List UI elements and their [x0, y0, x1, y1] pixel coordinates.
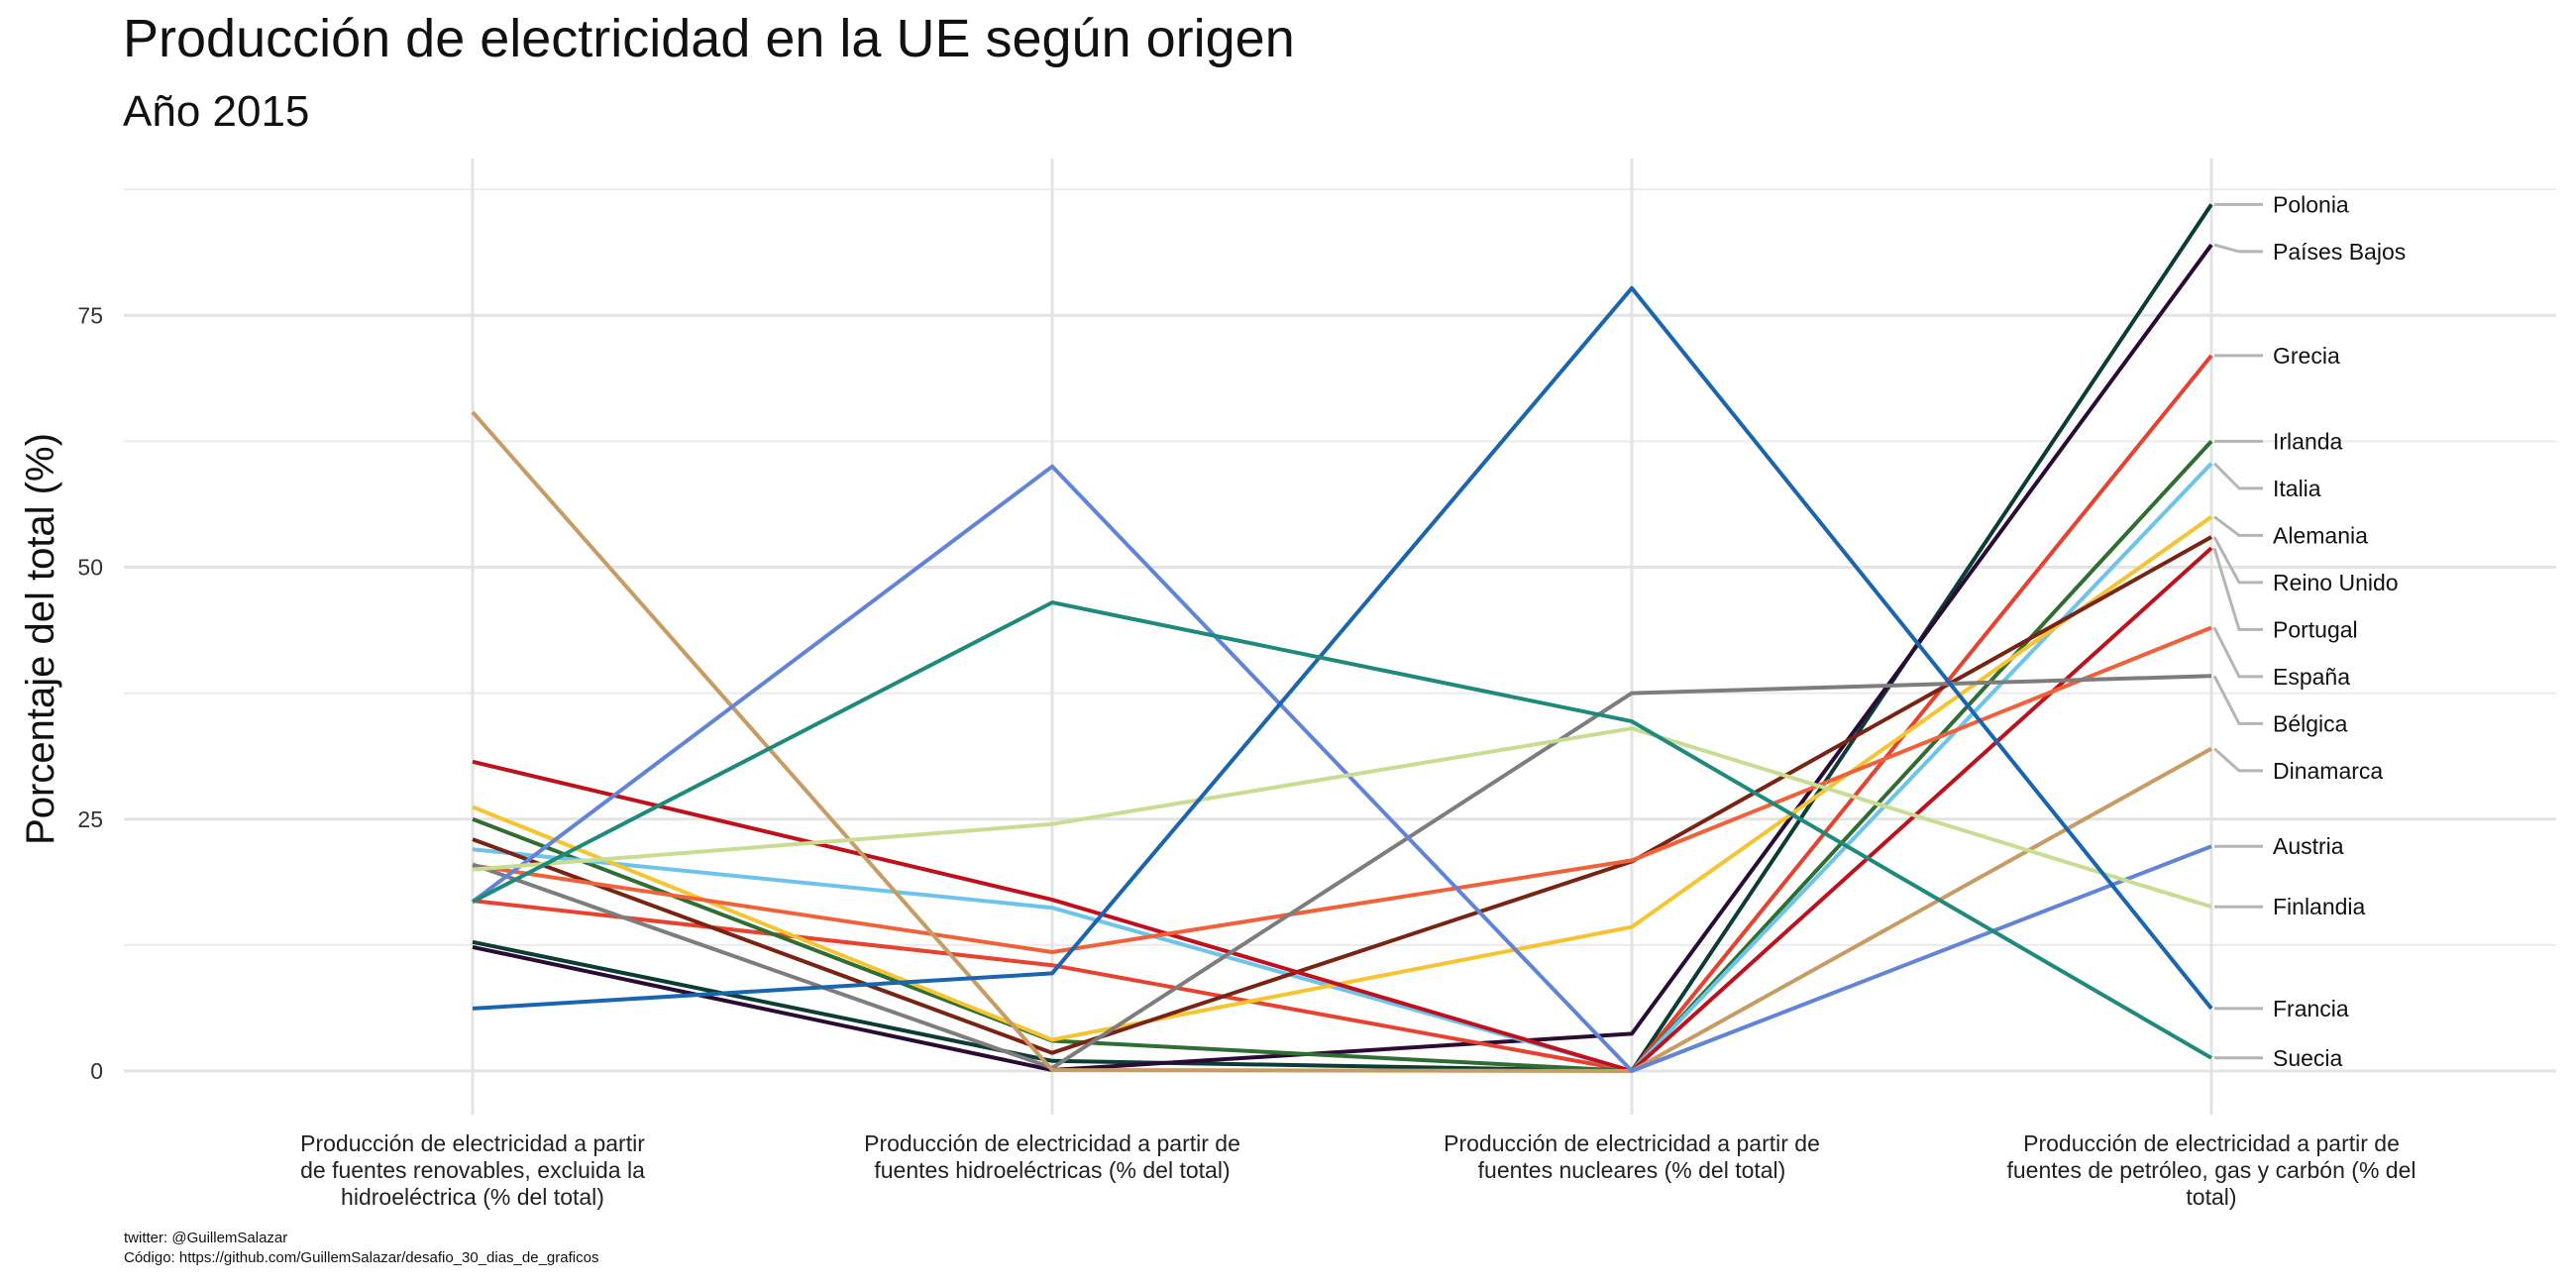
- series-labels: Polonia Países Bajos Grecia Irlanda Italia Al…: [2212, 191, 2406, 1071]
- series-label: Países Bajos: [2273, 239, 2406, 265]
- series-line: [472, 535, 2212, 1055]
- y-axis-label: Porcentaje del total (%): [19, 433, 62, 845]
- caption-line: twitter: @GuillemSalazar: [124, 1230, 288, 1246]
- series-line: [472, 243, 2213, 1072]
- x-tick-label: fuentes de petróleo, gas y carbón (% del: [2007, 1157, 2416, 1183]
- series-label: Portugal: [2273, 616, 2358, 642]
- series-line: [472, 625, 2212, 954]
- x-tick-label: total): [2186, 1184, 2236, 1210]
- y-tick-label: 25: [77, 806, 103, 832]
- series-line: [472, 285, 2213, 1011]
- label-connector: [2212, 547, 2263, 631]
- series-label: Bélgica: [2273, 710, 2348, 736]
- series-label: Austria: [2273, 833, 2344, 859]
- series-line: [472, 674, 2212, 1070]
- x-tick-label: Producción de electricidad a partir de: [864, 1130, 1240, 1156]
- label-connector: [2213, 515, 2263, 537]
- y-axis-ticks: 0 25 50 75: [77, 302, 103, 1084]
- series-line: [472, 600, 2213, 1060]
- series-line: [472, 462, 2213, 1073]
- caption-line: Código: https://github.com/GuillemSalaza…: [124, 1249, 599, 1266]
- label-connector: [2212, 675, 2263, 725]
- series-line: [472, 546, 2213, 1073]
- y-tick-label: 50: [77, 555, 103, 581]
- series-line: [471, 410, 2212, 1073]
- label-connector: [2213, 243, 2263, 254]
- x-tick-label: fuentes nucleares (% del total): [1478, 1157, 1786, 1183]
- series-label: Reino Unido: [2273, 570, 2399, 595]
- series-line: [472, 440, 2213, 1073]
- x-tick-label: de fuentes renovables, excluida la: [300, 1157, 645, 1183]
- chart-subtitle: Año 2015: [123, 87, 310, 136]
- series-label: España: [2273, 664, 2350, 690]
- caption: twitter: @GuillemSalazar Código: https:/…: [124, 1229, 598, 1268]
- series-label: Francia: [2273, 996, 2349, 1021]
- label-connector: [2213, 747, 2263, 773]
- x-tick-label: hidroeléctrica (% del total): [341, 1184, 604, 1210]
- y-tick-label: 75: [77, 302, 103, 328]
- label-connector: [2212, 462, 2263, 490]
- series-label: Irlanda: [2273, 428, 2343, 454]
- x-tick-label: fuentes hidroeléctricas (% del total): [874, 1157, 1230, 1183]
- series-label: Dinamarca: [2273, 758, 2383, 784]
- series-label: Grecia: [2273, 343, 2340, 369]
- x-tick-label: Producción de electricidad a partir: [300, 1130, 645, 1156]
- x-tick-label: Producción de electricidad a partir de: [2023, 1130, 2400, 1156]
- label-connector: [2212, 626, 2263, 679]
- series-line: [471, 464, 2212, 1073]
- chart-title: Producción de electricidad en la UE segú…: [123, 9, 1295, 68]
- series-label: Alemania: [2273, 522, 2368, 548]
- label-connector: [2212, 536, 2263, 585]
- series-line: [472, 203, 2213, 1073]
- series-line: [472, 726, 2212, 910]
- series-label: Italia: [2273, 476, 2321, 501]
- x-tick-label: Producción de electricidad a partir de: [1444, 1130, 1820, 1156]
- series-label: Finlandia: [2273, 894, 2366, 919]
- grid: [124, 159, 2556, 1115]
- series-line: [472, 354, 2213, 1073]
- series-label: Polonia: [2273, 191, 2349, 217]
- y-tick-label: 0: [90, 1058, 103, 1084]
- series-label: Suecia: [2273, 1045, 2343, 1071]
- series-lines: [471, 203, 2213, 1073]
